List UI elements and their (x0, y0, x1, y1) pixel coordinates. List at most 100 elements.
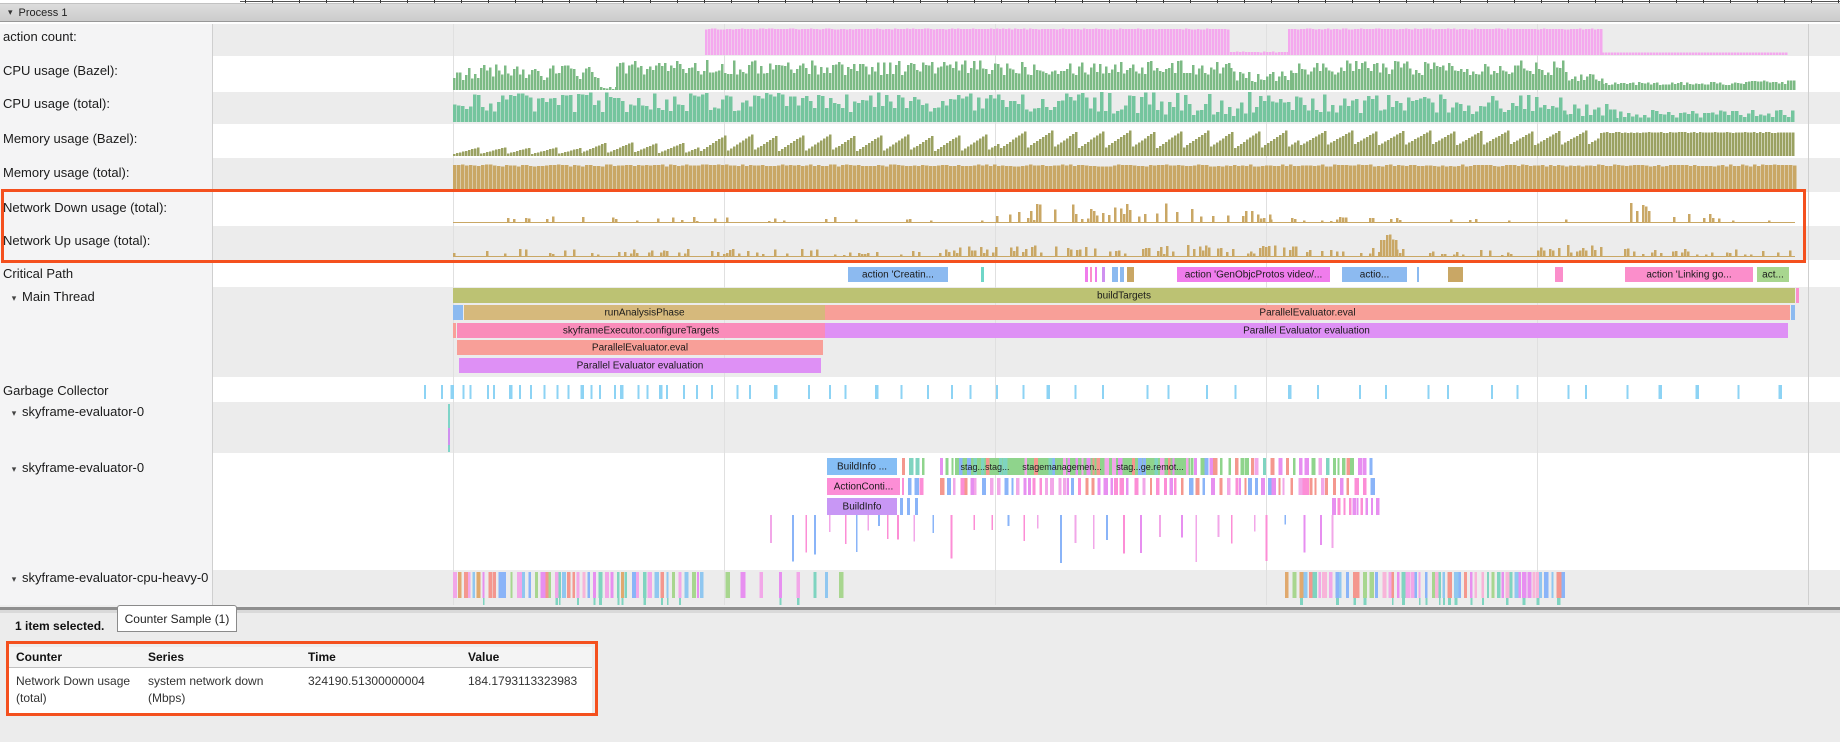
timeline-span (1448, 267, 1463, 282)
cell-time: 324190.51300000004 (308, 674, 425, 688)
sidebar-item-label: CPU usage (total): (3, 96, 110, 111)
svg-text:BuildInfo: BuildInfo (843, 502, 882, 513)
counter-track-network-up-usage-total[interactable] (453, 234, 1795, 258)
svg-text:action 'GenObjcProtos video/..: action 'GenObjcProtos video/... (1185, 270, 1323, 281)
svg-text:Parallel Evaluator evaluation: Parallel Evaluator evaluation (577, 361, 704, 372)
sidebar-item-label: Memory usage (Bazel): (3, 131, 138, 146)
thread-label-skyframe-evaluator-0b[interactable]: ▾ skyframe-evaluator-0 (6, 460, 144, 477)
timeline-span (457, 340, 823, 355)
svg-text:act...: act... (1762, 270, 1784, 281)
svg-text:stag...ge.remot...: stag...ge.remot... (1116, 462, 1184, 472)
collapse-triangle-icon[interactable]: ▾ (11, 574, 17, 584)
group-label-critical-path: Critical Path (3, 266, 73, 282)
timeline-span (453, 323, 456, 338)
table-header-time: Time (308, 650, 336, 664)
sidebar-item-label: skyframe-evaluator-cpu-heavy-0 (22, 570, 209, 585)
cell-value: 184.1793113323983 (468, 674, 578, 688)
table-row[interactable]: Network Down usage (total) system networ… (9, 668, 592, 713)
timeline-span (1127, 267, 1134, 282)
sidebar-item-label: skyframe-evaluator-0 (22, 404, 145, 419)
main-thread-row[interactable]: Parallel Evaluator evaluation (459, 358, 821, 373)
svg-text:action 'Creatin...: action 'Creatin... (862, 270, 934, 281)
timeline-span (1112, 267, 1118, 282)
timeline-span (457, 323, 825, 338)
skyframe-evaluator-0b-track[interactable]: BuildInfo ... ActionConti... BuildInfo stag… (770, 458, 1380, 563)
counter-track-cpu-usage-total[interactable] (453, 92, 1795, 122)
counter-track-network-down-usage-total[interactable] (453, 203, 1795, 224)
cell-series: system network down (Mbps) (148, 674, 264, 705)
selection-status: 1 item selected. (15, 619, 105, 633)
sidebar-item-label: Critical Path (3, 266, 74, 281)
main-thread-row[interactable]: buildTargets (453, 288, 1799, 303)
timeline-span (981, 267, 984, 282)
svg-text:ParallelEvaluator.eval: ParallelEvaluator.eval (1259, 308, 1355, 319)
table-header-series: Series (148, 650, 185, 664)
critical-path-track[interactable]: action 'Creatin... action 'GenObjcProtos … (848, 267, 1789, 282)
skyframe-evaluator-0a-track[interactable] (448, 404, 450, 452)
timeline-span (1417, 267, 1419, 282)
track-label-network-up-usage-total: Network Up usage (total): (3, 233, 150, 249)
sidebar-item-label: Main Thread (22, 289, 95, 304)
sidebar-item-label: Garbage Collector (3, 383, 109, 398)
timeline-row-stripe (213, 402, 1840, 453)
timeline-span (464, 305, 825, 320)
sidebar-item-label: Network Down usage (total): (3, 200, 168, 215)
collapse-triangle-icon[interactable]: ▾ (11, 408, 17, 418)
garbage-collector-track[interactable] (423, 385, 1782, 399)
timeline-span (825, 323, 1788, 338)
svg-text:stagemanagemen...: stagemanagemen... (1022, 462, 1102, 472)
panel-splitter[interactable] (0, 605, 1840, 613)
main-thread-row[interactable]: ParallelEvaluator.eval (457, 340, 823, 355)
collapse-triangle-icon[interactable]: ▾ (11, 293, 17, 303)
timeline-span (1085, 267, 1088, 282)
svg-text:stag...stag...: stag...stag... (960, 462, 1009, 472)
main-thread-row[interactable]: runAnalysisPhase ParallelEvaluator.eval (453, 305, 1795, 320)
sidebar-item-label: skyframe-evaluator-0 (22, 460, 145, 475)
track-label-action-count: action count: (3, 29, 77, 45)
track-label-memory-usage-bazel: Memory usage (Bazel): (3, 131, 137, 147)
process-header-label: Process 1 (18, 6, 68, 19)
counter-track-action-count[interactable] (705, 28, 1788, 55)
thread-label-skyframe-evaluator-0a[interactable]: ▾ skyframe-evaluator-0 (6, 404, 144, 421)
tab-counter-sample[interactable]: Counter Sample (1) (117, 605, 237, 632)
timeline-span (1757, 267, 1789, 282)
track-sidebar: action count: CPU usage (Bazel): CPU usage… (0, 24, 213, 605)
process-header[interactable]: ▾ Process 1 (0, 3, 1840, 22)
svg-text:ParallelEvaluator.eval: ParallelEvaluator.eval (592, 343, 688, 354)
details-panel: 1 item selected. Counter Sample (1) Coun… (0, 605, 1840, 742)
track-label-cpu-usage-total: CPU usage (total): (3, 96, 110, 112)
timeline-span (1120, 267, 1124, 282)
svg-text:action 'Linking go...: action 'Linking go... (1646, 270, 1731, 281)
timeline-span (453, 288, 1795, 303)
timeline-span (1625, 267, 1753, 282)
timeline-span (459, 358, 821, 373)
sidebar-item-label: Memory usage (total): (3, 165, 130, 180)
skyframe-evaluator-cpu-heavy-track[interactable] (453, 572, 1565, 605)
collapse-triangle-icon[interactable]: ▾ (8, 7, 13, 17)
counter-track-cpu-usage-bazel[interactable] (453, 60, 1796, 90)
sidebar-item-label: action count: (3, 29, 77, 44)
timeline-span (1342, 267, 1407, 282)
timeline-span (1090, 267, 1092, 282)
thread-label-main-thread[interactable]: ▾ Main Thread (6, 289, 95, 306)
svg-text:buildTargets: buildTargets (1097, 291, 1151, 302)
counter-track-memory-usage-bazel[interactable] (453, 130, 1795, 156)
track-label-memory-usage-total: Memory usage (total): (3, 165, 129, 181)
table-header-value: Value (468, 650, 500, 664)
timeline-span (825, 305, 1790, 320)
thread-label-skyframe-evaluator-cpu-heavy-0[interactable]: ▾ skyframe-evaluator-cpu-heavy-0 (6, 570, 209, 587)
timeline-row-stripe (213, 260, 1840, 287)
timeline-span (1095, 267, 1097, 282)
collapse-triangle-icon[interactable]: ▾ (11, 464, 17, 474)
timeline-span (453, 305, 463, 320)
table-header-counter: Counter (16, 650, 62, 664)
sidebar-item-label: Network Up usage (total): (3, 233, 151, 248)
timeline-span (1177, 267, 1330, 282)
timeline-row-stripe (213, 192, 1840, 226)
counter-track-memory-usage-total[interactable] (453, 164, 1797, 190)
timeline-span (1796, 288, 1799, 303)
main-thread-row[interactable]: skyframeExecutor.configureTargets Paralle… (453, 323, 1788, 338)
track-label-cpu-usage-bazel: CPU usage (Bazel): (3, 63, 118, 79)
